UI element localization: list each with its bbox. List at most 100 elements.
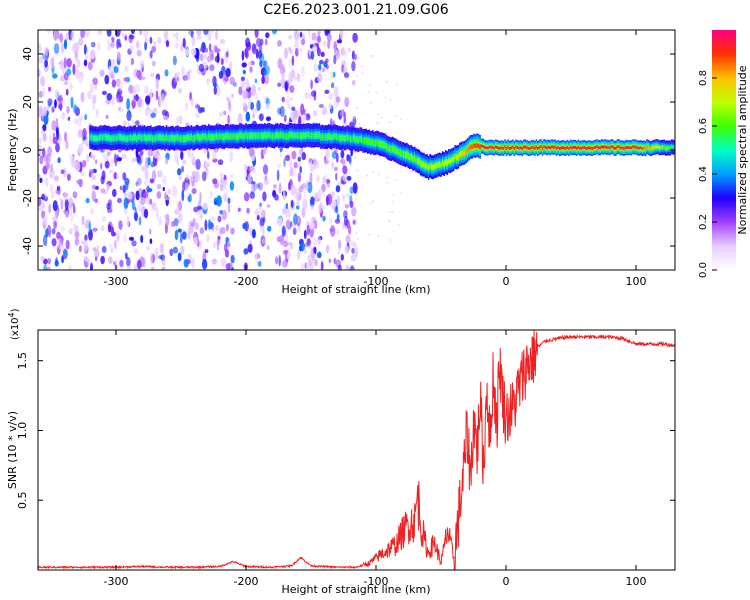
noise-cell (84, 30, 91, 38)
noise-cell (191, 48, 197, 56)
noise-cell (344, 204, 350, 209)
y-tick-label: 1.0 (16, 422, 29, 440)
noise-cell (336, 194, 341, 206)
noise-cell (125, 182, 129, 191)
noise-cell (63, 192, 68, 201)
noise-cell (48, 133, 52, 144)
ridge-cell (618, 145, 620, 149)
noise-cell (50, 56, 55, 69)
noise-cell (208, 43, 212, 52)
ridge-cell (257, 133, 260, 139)
ridge-cell (357, 137, 360, 143)
ridge-cell (493, 146, 495, 150)
noise-speck (375, 91, 378, 94)
noise-cell (225, 223, 229, 232)
noise-cell (189, 91, 192, 101)
ridge-cell (434, 163, 436, 169)
ridge-cell (223, 134, 226, 140)
noise-cell (326, 33, 332, 42)
noise-cell (242, 69, 246, 75)
ridge-cell (608, 146, 611, 150)
noise-cell (307, 30, 311, 38)
noise-cell (307, 181, 313, 194)
ridge-cell (563, 146, 566, 150)
ridge-cell (449, 158, 452, 164)
ridge-cell (657, 145, 659, 149)
noise-cell (65, 239, 70, 250)
noise-cell (46, 153, 51, 164)
noise-speck (389, 99, 392, 102)
ridge-cell (318, 132, 321, 138)
ridge-cell (413, 156, 416, 161)
noise-cell (174, 229, 179, 241)
noise-cell (51, 106, 55, 113)
noise-cell (291, 106, 296, 111)
noise-cell (39, 155, 44, 165)
noise-cell (279, 150, 282, 158)
noise-cell (190, 30, 194, 39)
noise-cell (277, 82, 282, 88)
ridge-cell (610, 145, 612, 149)
colorbar-tick-label: 0.8 (698, 70, 709, 86)
ridge-cell (445, 159, 447, 165)
noise-cell (263, 60, 267, 69)
spectrogram-noise (38, 30, 402, 270)
ridge-cell (101, 135, 104, 140)
ridge-cell (402, 151, 405, 157)
ridge-cell (611, 145, 614, 149)
noise-cell (92, 247, 97, 252)
snr-scale-suffix: ) (10, 308, 21, 312)
noise-cell (118, 95, 124, 103)
noise-cell (92, 227, 98, 232)
noise-speck (355, 232, 358, 235)
ridge-cell (432, 165, 435, 170)
noise-cell (143, 30, 149, 39)
noise-cell (318, 104, 324, 108)
noise-cell (100, 162, 103, 170)
ridge-cell (438, 162, 441, 167)
ridge-cell (352, 135, 355, 141)
noise-cell (322, 215, 326, 222)
ridge-cell (552, 145, 555, 149)
noise-cell (292, 228, 297, 235)
noise-cell (124, 177, 130, 186)
noise-cell (258, 50, 263, 59)
ridge-cell (624, 146, 626, 150)
noise-speck (384, 96, 387, 99)
noise-cell (87, 61, 93, 71)
ridge-cell (410, 154, 413, 160)
noise-cell (38, 138, 42, 145)
noise-cell (290, 183, 296, 196)
noise-cell (344, 245, 350, 254)
noise-cell (60, 244, 64, 250)
noise-cell (149, 178, 155, 184)
y-tick-label: 0 (21, 147, 34, 154)
ridge-cell (217, 134, 219, 140)
ridge-cell (641, 147, 644, 150)
ridge-cell (354, 137, 357, 142)
noise-cell (121, 32, 126, 38)
ridge-cell (373, 140, 375, 146)
ridge-cell (396, 149, 399, 154)
noise-cell (151, 60, 156, 67)
ridge-cell (243, 134, 246, 139)
ridge-cell (607, 145, 609, 149)
noise-cell (326, 195, 329, 206)
ridge-cell (334, 133, 336, 139)
noise-cell (86, 154, 90, 163)
noise-cell (185, 101, 189, 111)
noise-speck (377, 173, 380, 176)
noise-cell (134, 247, 139, 255)
ridge-cell (474, 143, 477, 149)
noise-cell (203, 30, 209, 36)
ridge-cell (580, 146, 583, 150)
noise-cell (314, 259, 318, 267)
noise-cell (303, 191, 307, 198)
noise-cell (349, 155, 352, 166)
noise-cell (92, 102, 96, 111)
noise-cell (78, 245, 82, 253)
ridge-cell (186, 135, 188, 141)
noise-cell (136, 49, 142, 57)
noise-cell (267, 225, 272, 232)
noise-cell (263, 179, 270, 185)
